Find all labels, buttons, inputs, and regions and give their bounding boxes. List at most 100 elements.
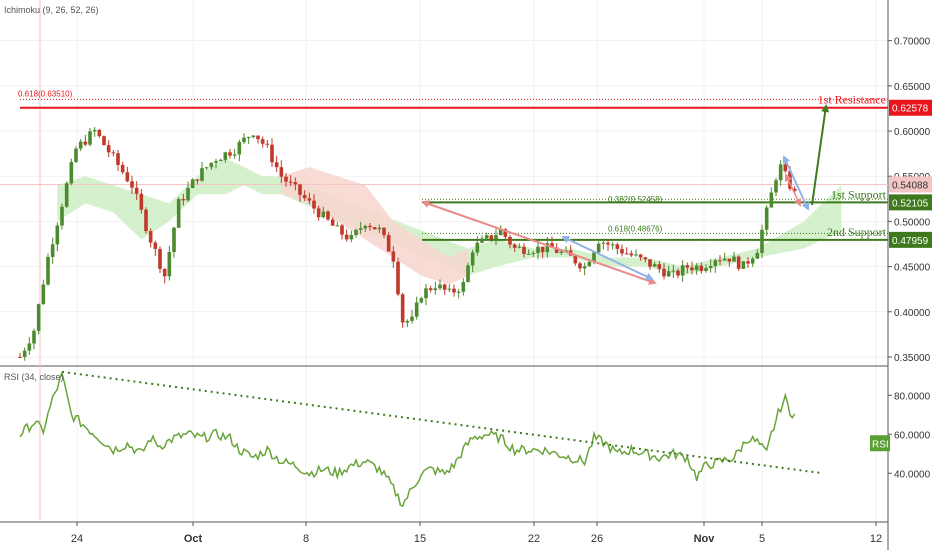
candle — [307, 192, 312, 205]
ichimoku-indicator-label[interactable]: Ichimoku (9, 26, 52, 26) — [4, 5, 99, 15]
candle — [414, 296, 419, 320]
candle-body — [102, 136, 106, 146]
candle — [284, 173, 288, 187]
candle — [774, 177, 778, 197]
rsi-indicator-label[interactable]: RSI (34, close) — [4, 372, 64, 382]
price-tick-label: 0.70000 — [894, 37, 931, 48]
candle-body — [708, 265, 713, 269]
candle-body — [652, 264, 657, 267]
candle-body — [685, 265, 690, 268]
time-tick-label: 5 — [759, 533, 765, 545]
candle-body — [120, 164, 125, 173]
candle — [386, 232, 391, 252]
candle-body — [144, 209, 148, 232]
pattern-arrow-red-small — [784, 173, 802, 207]
candle-body — [158, 248, 162, 269]
price-tick-label: 0.45000 — [894, 263, 931, 274]
candle — [405, 319, 410, 328]
price-badge-text: 0.62578 — [892, 104, 929, 115]
candle — [274, 155, 279, 173]
candle-body — [662, 268, 666, 277]
candle — [419, 296, 424, 304]
candle-body — [410, 316, 414, 321]
candle-body — [713, 260, 718, 266]
candle-body — [344, 234, 349, 240]
candle — [732, 251, 736, 262]
candle — [228, 148, 232, 159]
kumo-bullish — [57, 158, 842, 276]
price-badge: 0.47959 — [889, 231, 932, 248]
candle — [321, 206, 326, 219]
candle — [92, 127, 97, 137]
candle-body — [601, 242, 606, 244]
candle — [27, 337, 32, 355]
candle — [50, 237, 55, 264]
price-badge-text: 0.47959 — [892, 236, 929, 247]
candle-body — [172, 227, 176, 253]
candle-body — [606, 242, 610, 245]
candle — [204, 166, 209, 171]
candle — [111, 149, 116, 157]
target-arrow-green — [811, 104, 830, 206]
price-tick-label: 0.35000 — [894, 353, 931, 364]
candle-body — [32, 330, 36, 344]
time-tick-label: 12 — [870, 533, 882, 545]
candle-body — [573, 255, 578, 264]
price-badge-bg — [889, 231, 932, 248]
candle — [713, 258, 718, 273]
candle — [218, 158, 223, 162]
candle-body — [363, 225, 368, 229]
candle-body — [78, 141, 83, 149]
candle — [232, 148, 237, 159]
pattern-arrow-blue-small — [782, 155, 810, 211]
candle — [102, 135, 106, 146]
candle-body — [372, 227, 377, 230]
price-tick-label: 0.50000 — [894, 217, 931, 228]
candle-body — [97, 129, 102, 137]
candle-body — [774, 180, 778, 193]
price-badge-text: 0.54088 — [892, 180, 929, 191]
candle-body — [634, 254, 638, 256]
candle-body — [657, 264, 662, 269]
candle — [410, 309, 414, 324]
support-1-label: 1st Support — [831, 187, 887, 201]
price-badge-bg — [889, 194, 932, 211]
time-tick-label: 26 — [591, 533, 603, 545]
candle — [144, 207, 148, 234]
candle-body — [55, 225, 60, 245]
time-tick-label: 24 — [71, 533, 83, 545]
candle — [722, 252, 727, 262]
price-tick-label: 0.60000 — [894, 127, 931, 138]
candle-body — [214, 161, 218, 163]
candle-body — [209, 162, 214, 168]
candle — [764, 205, 769, 237]
candle-body — [400, 294, 405, 323]
fib-618-low-label: 0.618(0.48676) — [608, 224, 663, 233]
candle-body — [741, 261, 746, 269]
candle-body — [624, 253, 629, 255]
candle-body — [46, 256, 50, 285]
candle-body — [727, 258, 732, 262]
candle-body — [578, 263, 582, 269]
candle-body — [489, 235, 494, 240]
candle-body — [354, 229, 358, 236]
candle-body — [736, 256, 741, 269]
price-tick-label: 0.40000 — [894, 308, 931, 319]
price-badge: 0.54088 — [889, 176, 932, 193]
candle — [32, 328, 36, 350]
candle — [312, 194, 316, 214]
candle-body — [228, 152, 232, 156]
candle-body — [279, 167, 284, 177]
candle-body — [391, 251, 396, 262]
candle — [657, 260, 662, 273]
candle-body — [461, 282, 466, 292]
candle — [36, 303, 41, 335]
candle — [186, 181, 190, 202]
candle — [55, 222, 60, 252]
candle — [718, 255, 722, 265]
candle-body — [181, 199, 186, 201]
candle — [769, 187, 774, 208]
candle — [363, 224, 368, 232]
candle — [172, 226, 176, 258]
candle-body — [153, 242, 158, 249]
